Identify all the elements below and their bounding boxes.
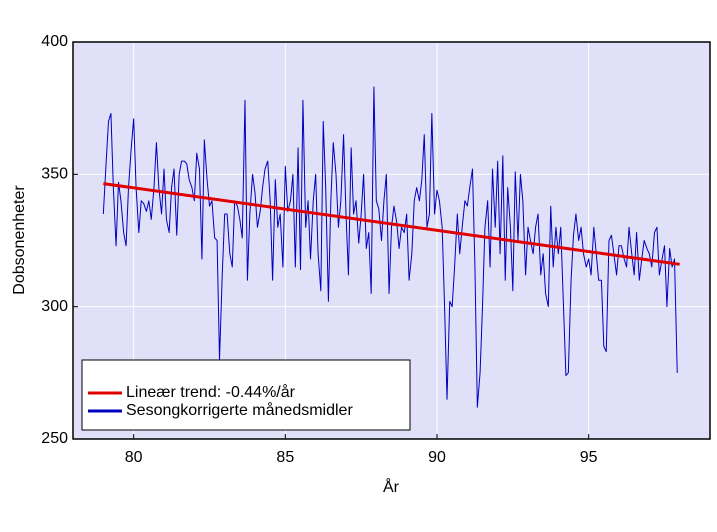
x-tick-label: 90 [428,449,446,466]
legend-label: Lineær trend: -0.44%/år [126,383,296,401]
y-tick-label: 400 [41,33,68,50]
y-tick-label: 250 [41,430,68,447]
x-tick-label: 85 [276,449,294,466]
y-axis-label: Dobsonenheter [11,185,28,295]
lines [102,86,680,408]
legend-box [81,359,411,431]
legend-label: Sesongkorrigerte månedsmidler [126,401,353,419]
x-tick-label: 95 [580,449,598,466]
y-tick-label: 350 [41,166,68,183]
series-line [103,182,680,266]
y-tick-label: 300 [41,298,68,315]
plot-frame [72,41,711,440]
legend: Lineær trend: -0.44%/årSesongkorrigerte … [81,359,411,431]
series-line [102,86,678,408]
x-axis-label: År [383,477,400,496]
x-tick-label: 80 [125,449,143,466]
